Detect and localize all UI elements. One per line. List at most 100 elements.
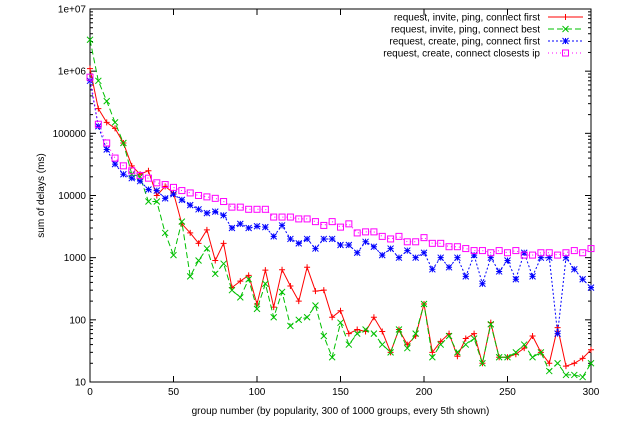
square-marker [562, 249, 570, 257]
x-marker [228, 286, 236, 294]
star-marker [562, 37, 569, 45]
axis-ticks: 0 50 100 150 200 250 300 10 100 1000 10000 100000 1e… [53, 5, 600, 399]
square-marker [128, 167, 136, 175]
x-marker [211, 270, 219, 278]
star-marker [253, 222, 261, 230]
square-marker [587, 245, 595, 253]
x-marker [537, 348, 545, 356]
star-marker [195, 205, 202, 213]
x-marker [462, 341, 470, 348]
square-marker [370, 228, 378, 236]
square-marker [203, 193, 211, 201]
star-marker [136, 177, 144, 185]
plus-marker [295, 298, 302, 305]
plus-marker [337, 307, 344, 314]
star-marker [203, 209, 211, 217]
plus-marker [579, 355, 586, 362]
star-marker [587, 284, 595, 291]
square-marker [337, 223, 344, 231]
square-marker [278, 213, 286, 221]
x-marker [387, 348, 394, 356]
star-marker [395, 254, 403, 262]
plus-marker [345, 330, 352, 337]
square-marker [195, 192, 203, 199]
star-marker [403, 247, 411, 254]
y-tick-label: 1000 [64, 253, 87, 264]
x-marker [412, 330, 420, 337]
star-marker [520, 249, 528, 257]
series-layer [86, 36, 595, 381]
y-tick-label: 10000 [58, 191, 86, 202]
square-marker [420, 234, 428, 242]
star-marker [328, 235, 336, 243]
x-marker [370, 330, 378, 337]
plus-marker [370, 314, 377, 321]
star-marker [211, 208, 219, 215]
star-marker [145, 186, 152, 193]
star-marker [370, 243, 378, 251]
plus-marker [571, 360, 578, 367]
x-marker [529, 353, 536, 361]
x-marker [395, 326, 403, 333]
star-marker [454, 254, 461, 262]
plus-marker [195, 240, 202, 247]
x-marker [520, 341, 528, 348]
x-marker [195, 257, 202, 264]
y-tick-label: 100 [69, 315, 86, 326]
x-marker [270, 313, 278, 321]
plus-marker [187, 229, 194, 236]
star-marker [261, 223, 269, 231]
star-marker [579, 275, 587, 283]
y-tick-label: 1e+06 [58, 67, 87, 78]
square-marker [136, 171, 144, 179]
x-marker [220, 260, 227, 268]
plus-marker [95, 105, 102, 112]
x-marker [120, 139, 127, 147]
x-marker [186, 273, 194, 280]
square-marker [211, 194, 219, 202]
plus-marker [220, 240, 227, 247]
x-marker [337, 319, 344, 327]
x-marker [153, 198, 161, 205]
legend-label: request, create, ping, connect first [389, 37, 540, 48]
square-marker [103, 139, 111, 147]
plus-marker [454, 353, 461, 360]
star-marker [178, 196, 186, 204]
square-marker [453, 243, 461, 251]
x-marker [362, 326, 369, 333]
square-marker [445, 243, 453, 251]
plus-marker [87, 65, 93, 72]
square-marker [520, 251, 528, 259]
square-marker [295, 215, 303, 223]
square-marker [320, 221, 328, 229]
series-3 [86, 77, 595, 337]
x-marker [278, 288, 286, 296]
square-marker [270, 213, 278, 221]
star-marker [412, 254, 420, 262]
star-marker [94, 122, 102, 130]
square-marker [387, 235, 395, 243]
x-marker [253, 305, 261, 313]
square-marker [245, 205, 253, 213]
star-marker [378, 251, 386, 259]
square-marker [261, 205, 269, 213]
x-marker [570, 371, 578, 379]
star-marker [153, 187, 161, 194]
star-marker [445, 263, 453, 271]
square-marker [437, 239, 445, 247]
star-marker [554, 330, 561, 337]
square-marker [236, 203, 244, 211]
plus-marker [304, 264, 311, 271]
series-2 [86, 36, 595, 381]
plus-marker [212, 257, 219, 264]
plus-marker [279, 266, 286, 273]
x-marker [562, 371, 570, 379]
y-tick-label: 1e+07 [58, 5, 87, 16]
star-marker [479, 280, 486, 288]
square-marker [478, 247, 486, 255]
square-marker [153, 179, 161, 187]
star-marker [387, 245, 394, 252]
x-marker [554, 359, 561, 367]
x-marker [328, 353, 336, 361]
x-marker [562, 25, 569, 33]
